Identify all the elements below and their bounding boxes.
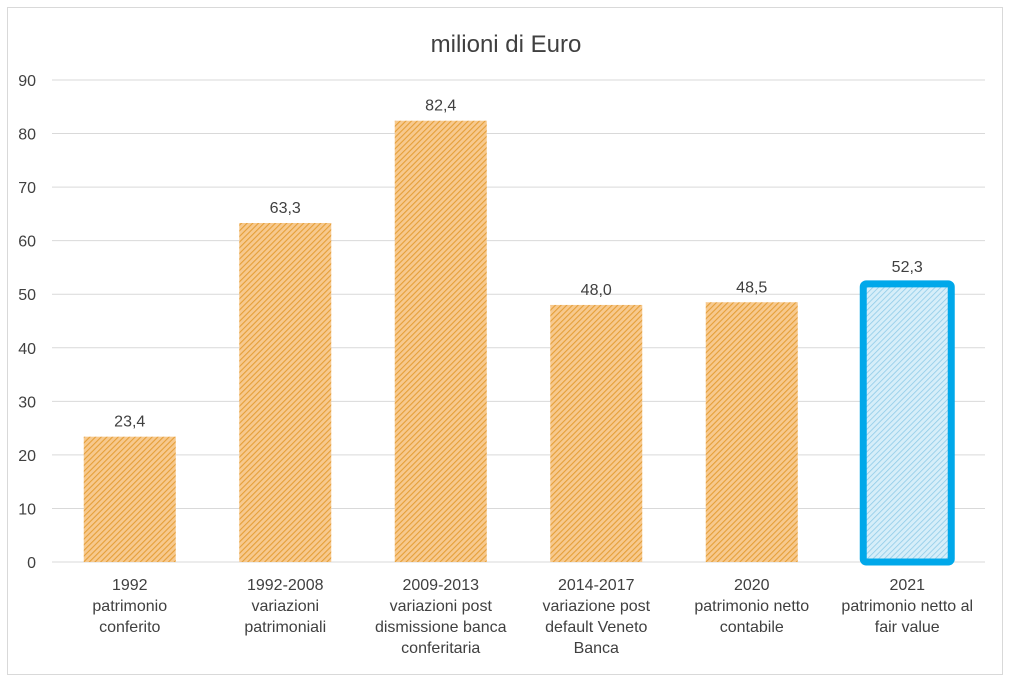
- bar: [239, 222, 332, 562]
- bar: [705, 302, 798, 562]
- y-tick-label: 40: [18, 341, 36, 358]
- x-tick-label-line: 2021: [889, 577, 925, 594]
- x-tick-label-line: 1992-2008: [247, 577, 324, 594]
- y-tick-label: 50: [18, 287, 36, 304]
- chart-frame: [7, 7, 1003, 675]
- x-tick-label-line: patrimonio netto: [694, 598, 809, 615]
- bar: [394, 120, 487, 563]
- x-tick-label-line: 1992: [112, 577, 148, 594]
- y-tick-label: 60: [18, 234, 36, 251]
- data-label: 63,3: [270, 200, 301, 217]
- data-label: 23,4: [114, 414, 145, 431]
- x-tick-label-line: 2009-2013: [402, 577, 479, 594]
- y-tick-label: 80: [18, 127, 36, 144]
- x-tick-label-line: 2020: [734, 577, 770, 594]
- x-tick-label-line: 2014-2017: [558, 577, 635, 594]
- x-tick-label-line: conferito: [99, 619, 160, 636]
- data-label: 82,4: [425, 98, 456, 115]
- x-tick-label-line: fair value: [875, 619, 940, 636]
- bar: [859, 280, 955, 566]
- x-tick-label: 1992-2008 variazioni patrimoniali: [244, 577, 326, 636]
- gridlines: [52, 79, 985, 563]
- y-tick-label: 70: [18, 180, 36, 197]
- x-tick-label-line: patrimonio: [92, 598, 167, 615]
- y-axis-ticks: 0 10 20 30 40 50 60 70 80 90: [18, 73, 36, 572]
- x-tick-label-line: Banca: [574, 640, 619, 657]
- y-tick-label: 20: [18, 448, 36, 465]
- x-tick-label: 2020 patrimonio netto contabile: [694, 577, 809, 636]
- bar: [83, 436, 176, 562]
- x-tick-label-line: contabile: [720, 619, 784, 636]
- data-label: 48,0: [581, 282, 612, 299]
- y-tick-label: 90: [18, 73, 36, 90]
- y-tick-label: 30: [18, 394, 36, 411]
- data-labels: 23,4 63,3 82,4 48,0 48,5 52,3: [114, 98, 923, 431]
- data-label: 52,3: [892, 259, 923, 276]
- x-tick-label-line: patrimoniali: [244, 619, 326, 636]
- x-axis-labels: 1992 patrimonio conferito 1992-2008 variazio…: [92, 577, 973, 657]
- x-tick-label-line: conferitaria: [401, 640, 480, 657]
- x-tick-label: 2014-2017 variazione post default Veneto Ba…: [542, 577, 650, 657]
- x-tick-label: 2021 patrimonio netto al fair value: [841, 577, 973, 636]
- data-label: 48,5: [736, 279, 767, 296]
- x-tick-label: 1992 patrimonio conferito: [92, 577, 167, 636]
- bars: [83, 120, 955, 566]
- chart-title: milioni di Euro: [431, 31, 582, 58]
- x-tick-label: 2009-2013 variazioni post dismissione banc…: [375, 577, 507, 657]
- x-tick-label-line: variazioni: [251, 598, 319, 615]
- x-tick-label-line: dismissione banca: [375, 619, 507, 636]
- bar: [550, 304, 643, 562]
- x-tick-label-line: patrimonio netto al: [841, 598, 973, 615]
- x-tick-label-line: default Veneto: [545, 619, 647, 636]
- y-tick-label: 0: [27, 555, 36, 572]
- x-tick-label-line: variazione post: [542, 598, 650, 615]
- y-tick-label: 10: [18, 501, 36, 518]
- x-tick-label-line: variazioni post: [390, 598, 493, 615]
